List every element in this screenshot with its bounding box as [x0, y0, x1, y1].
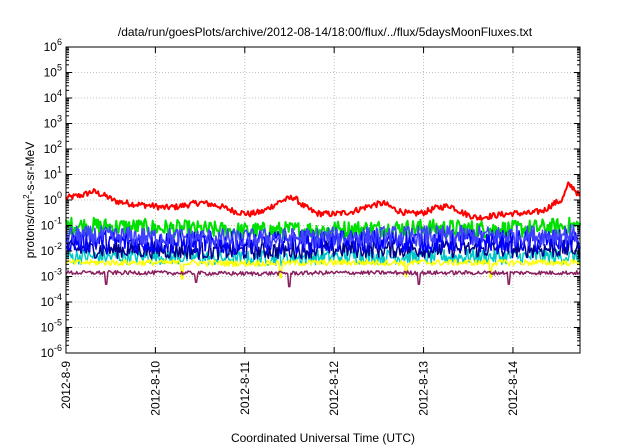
y-tick-label: 106 [44, 37, 62, 54]
y-tick-exponent: 5 [57, 63, 62, 73]
y-tick-exponent: -1 [54, 216, 62, 226]
y-tick-base: 10 [41, 321, 55, 335]
series-line [65, 269, 581, 288]
y-tick-base: 10 [41, 346, 55, 360]
y-tick-label: 101 [44, 165, 62, 182]
y-tick-base: 10 [41, 244, 55, 258]
y-tick-exponent: -6 [54, 343, 62, 353]
y-tick-label: 10-2 [41, 241, 62, 258]
y-tick-base: 10 [41, 270, 55, 284]
y-tick-exponent: 4 [57, 88, 62, 98]
y-tick-label: 104 [44, 88, 62, 105]
y-axis-label: protons/cm2-s-sr-MeV [22, 142, 37, 258]
y-tick-base: 10 [44, 142, 58, 156]
y-tick-label: 105 [44, 63, 62, 80]
y-tick-exponent: 3 [57, 114, 62, 124]
y-tick-base: 10 [44, 40, 58, 54]
y-tick-exponent: 6 [57, 37, 62, 47]
y-tick-label: 103 [44, 114, 62, 131]
y-ticks: 10-610-510-410-310-210-11001011021031041… [41, 37, 580, 360]
y-tick-label: 102 [44, 139, 62, 156]
x-tick-label: 2012-8-13 [417, 361, 431, 416]
x-tick-label: 2012-8-10 [148, 361, 162, 416]
y-tick-base: 10 [44, 117, 58, 131]
y-tick-base: 10 [44, 193, 58, 207]
y-tick-label: 10-5 [41, 318, 62, 335]
y-tick-label: 10-6 [41, 343, 62, 360]
y-tick-exponent: -5 [54, 318, 62, 328]
x-tick-label: 2012-8-12 [327, 361, 341, 416]
y-tick-base: 10 [44, 66, 58, 80]
y-tick-label: 10-3 [41, 267, 62, 284]
y-tick-exponent: 1 [57, 165, 62, 175]
y-axis-label-main: protons/cm [23, 199, 37, 258]
grid [66, 47, 580, 353]
x-tick-label: 2012-8-9 [59, 361, 73, 409]
y-tick-label: 100 [44, 190, 62, 207]
series-line [65, 223, 581, 249]
y-tick-base: 10 [44, 168, 58, 182]
series-group [65, 181, 581, 288]
y-tick-base: 10 [41, 295, 55, 309]
y-axis-label-sup: 2 [22, 194, 31, 199]
y-tick-exponent: -3 [54, 267, 62, 277]
y-tick-exponent: -4 [54, 292, 62, 302]
y-tick-base: 10 [44, 91, 58, 105]
x-ticks: 2012-8-9 2012-8-10 2012-8-11 2012-8-12 2012-… [59, 47, 520, 416]
y-tick-label: 10-1 [41, 216, 62, 233]
x-axis-label: Coordinated Universal Time (UTC) [231, 431, 415, 445]
x-tick-label: 2012-8-11 [238, 361, 252, 415]
y-tick-base: 10 [41, 219, 55, 233]
y-tick-exponent: 2 [57, 139, 62, 149]
series-line [65, 239, 581, 261]
y-tick-exponent: -2 [54, 241, 62, 251]
x-tick-label: 2012-8-14 [506, 361, 520, 416]
chart-title: /data/run/goesPlots/archive/2012-08-14/1… [118, 25, 533, 39]
series-line [65, 181, 581, 222]
y-tick-exponent: 0 [57, 190, 62, 200]
y-tick-label: 10-4 [41, 292, 62, 309]
series-line [65, 258, 581, 280]
y-axis-label-rest: -s-sr-MeV [23, 142, 37, 195]
